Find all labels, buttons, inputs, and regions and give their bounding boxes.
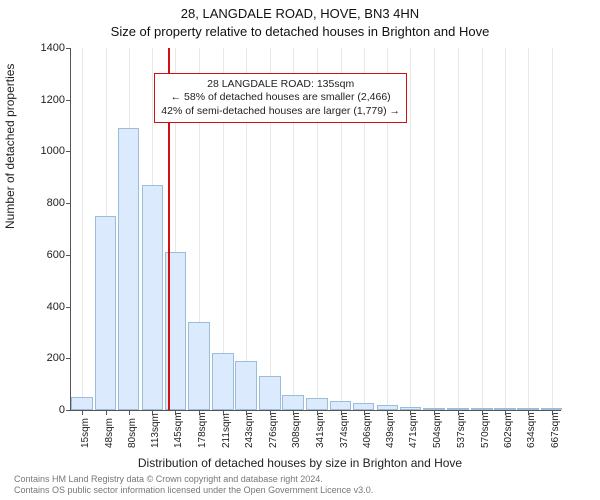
- x-tick-label: 113sqm: [148, 413, 161, 448]
- x-tick-label: 211sqm: [219, 413, 232, 448]
- y-tick-label: 200: [25, 352, 71, 364]
- histogram-bar: [259, 376, 281, 410]
- y-tick-label: 400: [25, 301, 71, 313]
- x-tick-mark: [106, 410, 107, 415]
- x-tick-label: 602sqm: [501, 412, 514, 448]
- x-tick-label: 374sqm: [337, 412, 350, 448]
- x-tick-label: 504sqm: [430, 412, 443, 448]
- y-tick-mark: [66, 307, 71, 308]
- x-tick-label: 537sqm: [454, 412, 467, 448]
- histogram-bar: [353, 403, 375, 410]
- y-tick-label: 1200: [25, 94, 71, 106]
- histogram-bar: [235, 361, 257, 410]
- y-tick-label: 1400: [25, 42, 71, 54]
- x-tick-label: 308sqm: [289, 412, 302, 448]
- footer-line-2: Contains OS public sector information li…: [14, 485, 373, 496]
- y-tick-mark: [66, 203, 71, 204]
- x-tick-label: 406sqm: [360, 412, 373, 448]
- x-tick-label: 570sqm: [478, 412, 491, 448]
- x-tick-label: 145sqm: [171, 412, 184, 448]
- gridline-vertical: [505, 48, 506, 410]
- x-tick-label: 178sqm: [195, 412, 208, 448]
- y-tick-label: 600: [25, 249, 71, 261]
- histogram-bar: [118, 128, 140, 410]
- x-tick-label: 80sqm: [125, 418, 138, 448]
- histogram-bar: [95, 216, 117, 410]
- footer-line-1: Contains HM Land Registry data © Crown c…: [14, 474, 373, 485]
- gridline-vertical: [528, 48, 529, 410]
- y-tick-mark: [66, 358, 71, 359]
- histogram-bar: [306, 398, 328, 410]
- gridline-vertical: [458, 48, 459, 410]
- title-subtitle: Size of property relative to detached ho…: [0, 24, 600, 39]
- y-tick-label: 800: [25, 197, 71, 209]
- gridline-vertical: [482, 48, 483, 410]
- gridline-vertical: [434, 48, 435, 410]
- plot-area: 020040060080010001200140015sqm48sqm80sqm…: [70, 48, 561, 411]
- gridline-vertical: [552, 48, 553, 410]
- histogram-bar: [330, 401, 352, 410]
- x-tick-label: 667sqm: [548, 412, 561, 448]
- x-tick-label: 634sqm: [524, 412, 537, 448]
- x-tick-label: 471sqm: [406, 412, 419, 448]
- histogram-bar: [142, 185, 164, 410]
- y-tick-mark: [66, 410, 71, 411]
- y-tick-mark: [66, 48, 71, 49]
- histogram-bar: [212, 353, 234, 410]
- x-tick-label: 243sqm: [242, 412, 255, 448]
- x-tick-label: 341sqm: [313, 412, 326, 448]
- annotation-line-2: ← 58% of detached houses are smaller (2,…: [161, 91, 400, 104]
- x-tick-label: 48sqm: [102, 418, 115, 448]
- annotation-line-3: 42% of semi-detached houses are larger (…: [161, 105, 400, 118]
- histogram-bar: [71, 397, 93, 410]
- attribution-footer: Contains HM Land Registry data © Crown c…: [14, 474, 373, 496]
- y-tick-mark: [66, 255, 71, 256]
- y-axis-label: Number of detached properties: [3, 64, 17, 229]
- x-tick-mark: [129, 410, 130, 415]
- chart-container: 28, LANGDALE ROAD, HOVE, BN3 4HN Size of…: [0, 0, 600, 500]
- x-tick-label: 276sqm: [266, 412, 279, 448]
- annotation-box: 28 LANGDALE ROAD: 135sqm← 58% of detache…: [154, 73, 407, 122]
- y-tick-label: 1000: [25, 145, 71, 157]
- y-tick-mark: [66, 100, 71, 101]
- x-tick-label: 439sqm: [383, 412, 396, 448]
- x-tick-label: 15sqm: [78, 418, 91, 448]
- gridline-vertical: [82, 48, 83, 410]
- y-tick-label: 0: [25, 404, 71, 416]
- histogram-bar: [188, 322, 210, 410]
- histogram-bar: [282, 395, 304, 411]
- y-tick-mark: [66, 151, 71, 152]
- gridline-vertical: [410, 48, 411, 410]
- x-tick-mark: [82, 410, 83, 415]
- title-address: 28, LANGDALE ROAD, HOVE, BN3 4HN: [0, 6, 600, 21]
- annotation-line-1: 28 LANGDALE ROAD: 135sqm: [161, 78, 400, 91]
- x-axis-label: Distribution of detached houses by size …: [0, 456, 600, 470]
